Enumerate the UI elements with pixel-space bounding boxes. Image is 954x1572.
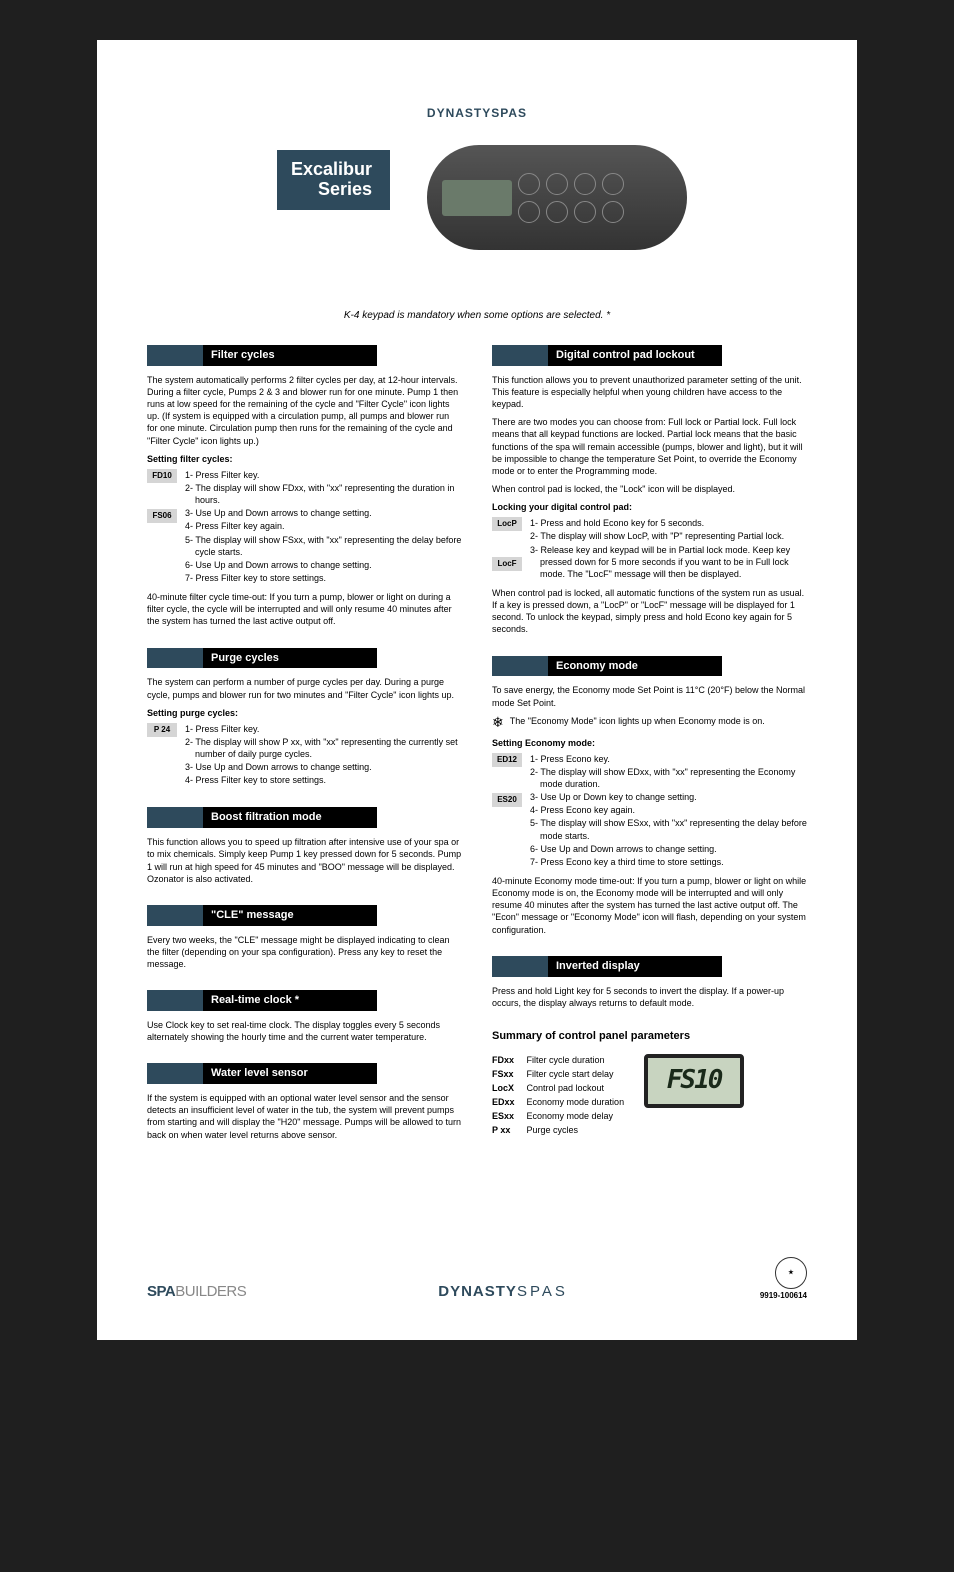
step: 5- The display will show ESxx, with "xx"… [530,817,807,841]
step: 6- Use Up and Down arrows to change sett… [530,843,807,855]
lockout-p1: This function allows you to prevent unau… [492,374,807,410]
lockout-steps: 1- Press and hold Econo key for 5 second… [530,517,807,581]
summary-item: ESxx Economy mode delay [492,1110,624,1122]
step: 3- Use Up and Down arrows to change sett… [185,507,462,519]
keypad-button [574,201,596,223]
chip-ed12: ED12 [492,753,522,767]
page: DYNASTYSPAS Excalibur Series K-4 k [97,40,857,1340]
summary-item: EDxx Economy mode duration [492,1096,624,1108]
step: 2- The display will show FDxx, with "xx"… [185,482,462,506]
step: 2- The display will show LocP, with "P" … [530,530,807,542]
lcd-display: FS10 [644,1054,744,1108]
section-header-economy: Economy mode [492,656,722,677]
step: 1- Press and hold Econo key for 5 second… [530,517,807,529]
keypad-image [427,145,687,250]
purge-steps: 1- Press Filter key. 2- The display will… [185,723,462,788]
footer-left-logo: SPABUILDERS [147,1283,246,1300]
step: 3- Release key and keypad will be in Par… [530,544,807,580]
footer-mid-logo: DYNASTYSPAS [438,1283,568,1300]
economy-icon: ❄ [492,715,504,729]
economy-sub: Setting Economy mode: [492,737,807,749]
keypad-button [518,173,540,195]
economy-timeout: 40-minute Economy mode time-out: If you … [492,875,807,936]
keypad-button [602,173,624,195]
section-header-clock: Real-time clock * [147,990,377,1011]
chip-locp: LocP [492,517,522,531]
cle-body: Every two weeks, the "CLE" message might… [147,934,462,970]
step: 6- Use Up and Down arrows to change sett… [185,559,462,571]
step: 7- Press Filter key to store settings. [185,572,462,584]
section-header-boost: Boost filtration mode [147,807,377,828]
purge-sub: Setting purge cycles: [147,707,462,719]
filter-timeout: 40-minute filter cycle time-out: If you … [147,591,462,627]
keypad-button [546,173,568,195]
footer: SPABUILDERS DYNASTYSPAS ★ 9919-100614 [147,1257,807,1300]
filter-steps: 1- Press Filter key. 2- The display will… [185,469,462,585]
hero-caption: K-4 keypad is mandatory when some option… [147,310,807,321]
keypad-button [546,201,568,223]
series-label: Excalibur Series [277,150,390,210]
economy-note: The "Economy Mode" icon lights up when E… [510,715,765,727]
section-header-purge: Purge cycles [147,648,377,669]
filter-cycles-body: The system automatically performs 2 filt… [147,374,462,447]
keypad-lcd [442,180,512,216]
purge-body: The system can perform a number of purge… [147,676,462,700]
step: 2- The display will show EDxx, with "xx"… [530,766,807,790]
step: 7- Press Econo key a third time to store… [530,856,807,868]
step: 1- Press Econo key. [530,753,807,765]
step: 5- The display will show FSxx, with "xx"… [185,534,462,558]
summary-item: LocX Control pad lockout [492,1082,624,1094]
section-header-lockout: Digital control pad lockout [492,345,722,366]
keypad-button [574,173,596,195]
footer-right: ★ 9919-100614 [760,1257,807,1300]
section-header-inverted: Inverted display [492,956,722,977]
right-column: Digital control pad lockout This functio… [492,345,807,1147]
water-body: If the system is equipped with an option… [147,1092,462,1141]
lockout-p3: When control pad is locked, the "Lock" i… [492,483,807,495]
chip-p24: P 24 [147,723,177,737]
content-columns: Filter cycles The system automatically p… [147,345,807,1147]
series-line-1: Excalibur [291,160,372,180]
chip-fs06: FS06 [147,509,177,523]
badge-icon: ★ [775,1257,807,1289]
filter-cycles-sub: Setting filter cycles: [147,453,462,465]
summary-item: FSxx Filter cycle start delay [492,1068,624,1080]
step: 1- Press Filter key. [185,469,462,481]
section-header-filter-cycles: Filter cycles [147,345,377,366]
step: 2- The display will show P xx, with "xx"… [185,736,462,760]
chip-locf: LocF [492,557,522,571]
step: 4- Press Filter key again. [185,520,462,532]
hero-section: DYNASTYSPAS Excalibur Series [147,100,807,300]
footer-code: 9919-100614 [760,1291,807,1300]
step: 4- Press Filter key to store settings. [185,774,462,786]
summary-list: FDxx Filter cycle duration FSxx Filter c… [492,1054,624,1139]
chip-fd10: FD10 [147,469,177,483]
clock-body: Use Clock key to set real-time clock. Th… [147,1019,462,1043]
inverted-body: Press and hold Light key for 5 seconds t… [492,985,807,1009]
step: 4- Press Econo key again. [530,804,807,816]
step: 1- Press Filter key. [185,723,462,735]
lockout-sub: Locking your digital control pad: [492,501,807,513]
brand-logo: DYNASTYSPAS [427,106,527,120]
summary-item: P xx Purge cycles [492,1124,624,1136]
summary-item: FDxx Filter cycle duration [492,1054,624,1066]
keypad-button [602,201,624,223]
chip-es20: ES20 [492,793,522,807]
step: 3- Use Up and Down arrows to change sett… [185,761,462,773]
series-line-2: Series [291,180,372,200]
summary-title: Summary of control panel parameters [492,1029,807,1044]
boost-body: This function allows you to speed up fil… [147,836,462,885]
section-header-water: Water level sensor [147,1063,377,1084]
economy-steps: 1- Press Econo key. 2- The display will … [530,753,807,869]
lockout-p4: When control pad is locked, all automati… [492,587,807,636]
keypad-button [518,201,540,223]
section-header-cle: "CLE" message [147,905,377,926]
lockout-p2: There are two modes you can choose from:… [492,416,807,477]
step: 3- Use Up or Down key to change setting. [530,791,807,803]
economy-p1: To save energy, the Economy mode Set Poi… [492,684,807,708]
left-column: Filter cycles The system automatically p… [147,345,462,1147]
